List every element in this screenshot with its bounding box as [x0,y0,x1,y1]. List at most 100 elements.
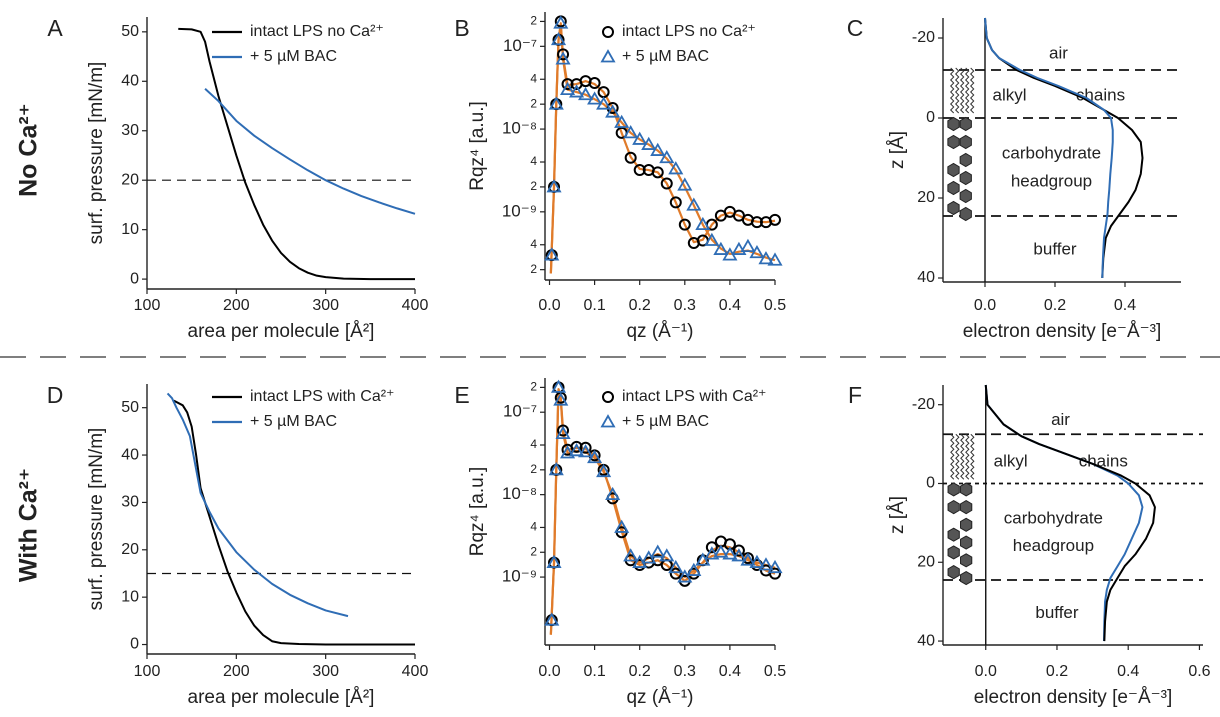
y-tick-label: 20 [917,553,935,570]
lipid-chain [949,67,955,114]
region-label: chains [1076,85,1125,104]
legend-label: + 5 µM BAC [250,48,337,65]
y-tick-label: -20 [912,396,935,413]
y-tick-label: 10⁻⁷ [503,36,537,55]
lipid-chain [950,433,955,480]
y-tick-label: 20 [121,171,139,188]
data-line [204,87,416,215]
x-tick-label: 0.4 [1114,297,1136,314]
x-tick-label: 0.2 [629,297,651,314]
x-tick-label: 200 [223,297,250,314]
y-tick-label: 0 [926,109,935,126]
y-tick-label: 40 [917,269,935,286]
y-tick-label: 2 [530,462,537,476]
y-tick-label: 2 [530,544,537,558]
legend-symbol [602,391,614,403]
lipid-sugar [947,180,960,196]
data-point [767,252,783,266]
panel-label: F [848,382,862,408]
y-tick-label: 20 [121,541,139,558]
data-point [769,213,781,226]
data-point [557,424,570,437]
y-tick-label: 30 [121,122,139,139]
legend-label: intact LPS no Ca²⁺ [250,23,384,40]
data-point [749,554,765,568]
panel-label: D [47,382,64,408]
x-tick-label: 400 [402,663,429,680]
panel-label: C [847,15,864,41]
data-point [546,554,562,568]
data-point [749,244,765,259]
lipid-chain [959,67,965,114]
region-label: carbohydrate [1002,143,1101,162]
x-tick-label: 0.3 [674,663,696,680]
data-point [767,559,783,574]
data-point [659,149,675,164]
y-tick-label: 2 [530,96,537,110]
y-tick-label: 10 [121,221,139,238]
x-tick-label: 0.4 [1117,663,1139,680]
region-label: alkyl [992,85,1026,104]
legend-label: + 5 µM BAC [250,413,337,430]
x-tick-label: 300 [312,663,339,680]
x-axis-label: electron density [e⁻Å⁻³] [974,687,1173,708]
data-point [731,241,747,255]
y-tick-label: 40 [121,446,139,463]
data-point [553,15,569,29]
panel-label: E [454,382,469,408]
x-tick-label: 0.2 [1044,297,1066,314]
x-tick-label: 300 [312,297,339,314]
y-tick-label: 10 [121,588,139,605]
y-tick-label: 50 [121,23,139,40]
lipid-sugar [947,162,960,178]
lipid-chain [970,433,975,480]
legend-label: intact LPS with Ca²⁺ [250,388,395,405]
data-point [660,177,673,190]
legend-label: intact LPS no Ca²⁺ [622,23,756,40]
data-point [588,77,601,90]
lipid-sugar [960,535,973,550]
row-label: With Ca²⁺ [15,468,43,582]
data-point [677,569,693,583]
row-label: No Ca²⁺ [15,103,43,197]
lipid-chain [960,433,965,480]
x-tick-label: 0.2 [629,663,651,680]
data-point [632,131,648,145]
x-tick-label: 0.0 [975,663,997,680]
y-tick-label: 40 [917,632,935,649]
data-point [555,425,571,440]
panel-label: A [47,15,63,41]
lipid-chain [955,433,960,480]
data-point [550,31,567,46]
data-point [731,548,747,562]
x-tick-label: 0.1 [583,663,605,680]
y-axis-label: Rqz⁴ [a.u.] [467,101,488,190]
lipid-sugar [947,134,960,150]
region-label: buffer [1033,239,1077,258]
data-point [555,51,571,65]
data-point [596,463,612,478]
lipid-sugar [947,482,960,497]
x-tick-label: 200 [223,663,250,680]
region-label: carbohydrate [1004,508,1103,527]
panel: 0.0 0.1 0.2 0.3 0.4 0.5 10⁻⁹ 2 4 10⁻⁸ 2 4 10⁻⁷ 2 qz (Å… [454,378,786,708]
data-point [713,241,729,255]
data-point [732,544,745,557]
legend-symbol [600,49,616,63]
data-point [544,247,560,261]
data-line [984,384,1156,642]
region-label: buffer [1035,603,1079,622]
data-point [695,216,711,231]
lipid-sugar [960,553,973,568]
lipid-sugar [960,500,973,515]
data-point [605,486,621,501]
lipid-sugar [947,500,960,515]
y-tick-label: 4 [530,437,537,451]
data-line [984,17,1114,279]
lipid-chain [954,67,960,114]
data-point [569,443,585,457]
lipid-sugar [959,170,972,186]
y-tick-label: 2 [530,179,537,193]
y-axis-label: surf. pressure [mN/m] [86,62,107,245]
data-point [651,166,664,179]
